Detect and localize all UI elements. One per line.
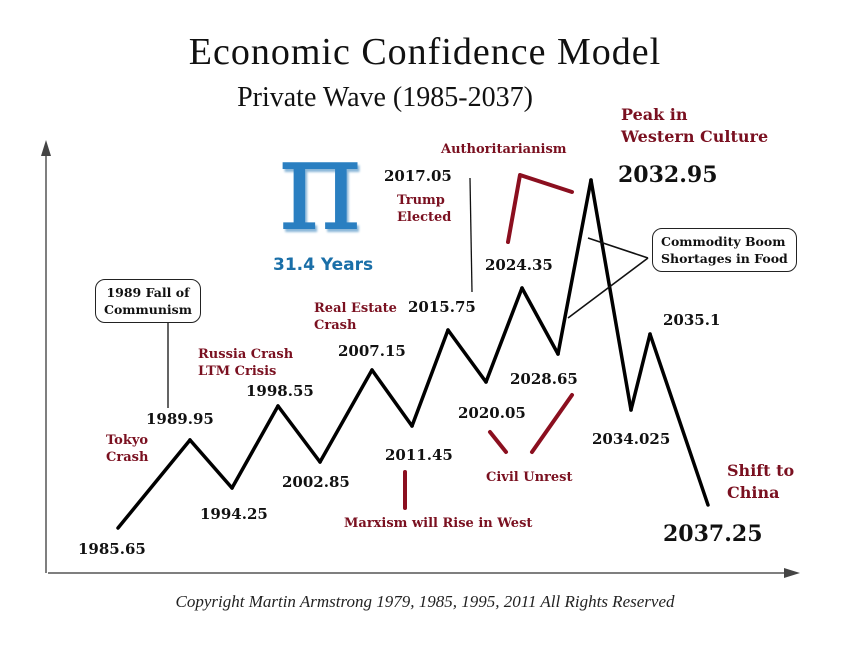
year-label-2015: 2015.75 <box>408 298 476 316</box>
event-peak-line1: Peak in <box>621 105 688 124</box>
wave-segment-1994.25-1998.55 <box>230 404 280 490</box>
wave-line-group <box>116 178 710 530</box>
year-label-2020: 2020.05 <box>458 404 526 422</box>
event-civil-unrest: Civil Unrest <box>486 470 573 485</box>
wave-segment-2011.45-2015.75 <box>410 328 450 428</box>
event-peak-western: Peak in Western Culture <box>621 104 768 148</box>
chart-subtitle: Private Wave (1985-2037) <box>237 82 533 113</box>
civil-unrest-arrow-left <box>488 430 508 454</box>
event-tokyo-crash: Tokyo Crash <box>106 432 148 466</box>
event-real-estate-line1: Real Estate <box>314 301 397 316</box>
event-russia-crash: Russia Crash LTM Crisis <box>198 346 293 380</box>
year-label-1989: 1989.95 <box>146 410 214 428</box>
year-label-2032: 2032.95 <box>618 162 718 188</box>
year-label-2024: 2024.35 <box>485 256 553 274</box>
event-trump-elected: Trump Elected <box>397 192 451 226</box>
event-russia-line1: Russia Crash <box>198 347 294 362</box>
callout-commodity-line1: Commodity Boom <box>661 234 786 249</box>
copyright-notice: Copyright Martin Armstrong 1979, 1985, 1… <box>175 592 675 611</box>
wave-segment-1989.95-1994.25 <box>188 438 234 490</box>
callout-communism-line2: Communism <box>104 302 192 317</box>
x-axis-arrow <box>784 568 800 578</box>
wave-segment-1985.65-1989.95 <box>116 438 192 530</box>
event-shift-line1: Shift to <box>727 461 795 480</box>
wave-segment-2024.35-2028.65 <box>520 286 560 356</box>
event-marxism: Marxism will Rise in West <box>344 516 533 531</box>
event-real-estate-crash: Real Estate Crash <box>314 300 397 334</box>
wave-segment-2002.85-2007.15 <box>318 368 374 464</box>
year-label-2017: 2017.05 <box>384 167 452 185</box>
callout-commodity-boom: Commodity Boom Shortages in Food <box>652 228 797 272</box>
year-label-2037: 2037.25 <box>663 521 763 547</box>
event-tokyo-line2: Crash <box>106 450 149 465</box>
event-tokyo-line1: Tokyo <box>106 433 149 448</box>
wave-segment-1998.55-2002.85 <box>276 404 322 464</box>
pi-icon: π <box>278 111 363 260</box>
wave-segment-2035.1-2037.25 <box>648 332 710 507</box>
year-label-1998: 1998.55 <box>246 382 314 400</box>
event-authoritarianism: Authoritarianism <box>441 142 567 157</box>
callout-communism-line1: 1989 Fall of <box>106 285 190 300</box>
event-real-estate-line2: Crash <box>314 318 357 333</box>
event-peak-line2: Western Culture <box>621 127 769 146</box>
pi-years-caption: 31.4 Years <box>273 255 374 275</box>
year-label-1994: 1994.25 <box>200 505 268 523</box>
wave-segment-2020.05-2024.35 <box>484 286 524 384</box>
wave-segment-2034.025-2035.1 <box>629 332 652 412</box>
wave-segment-2015.75-2020.05 <box>446 328 488 384</box>
year-label-2011: 2011.45 <box>385 446 453 464</box>
event-trump-line1: Trump <box>397 193 445 208</box>
callout-commodity-line2: Shortages in Food <box>661 251 788 266</box>
year-label-2035: 2035.1 <box>663 311 721 329</box>
callout-fall-of-communism: 1989 Fall of Communism <box>95 279 201 323</box>
wave-segment-2032.95-2034.025 <box>589 178 633 412</box>
trump-connector <box>469 177 473 293</box>
event-trump-line2: Elected <box>397 210 452 225</box>
wave-segment-2007.15-2011.45 <box>370 368 414 428</box>
commodity-connector-lower <box>567 257 649 319</box>
year-label-2002: 2002.85 <box>282 473 350 491</box>
event-russia-line2: LTM Crisis <box>198 364 277 379</box>
chart-title: Economic Confidence Model <box>188 31 662 73</box>
year-label-2034: 2034.025 <box>592 430 671 448</box>
year-label-1985: 1985.65 <box>78 540 146 558</box>
event-shift-line2: China <box>727 483 780 502</box>
y-axis-arrow <box>41 140 51 156</box>
year-label-2007: 2007.15 <box>338 342 406 360</box>
commodity-connector-upper <box>587 237 649 259</box>
civil-unrest-arrow-right <box>530 393 574 454</box>
year-label-2028: 2028.65 <box>510 370 578 388</box>
wave-segment-2028.65-2032.95 <box>556 178 593 356</box>
authoritarianism-arrow <box>506 173 574 244</box>
event-shift-china: Shift to China <box>727 460 794 504</box>
